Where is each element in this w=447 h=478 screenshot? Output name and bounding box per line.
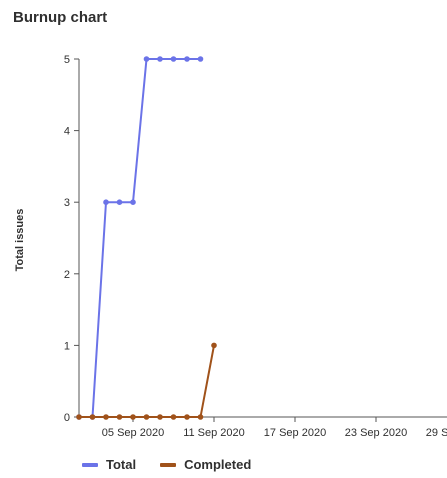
data-point-total bbox=[197, 56, 204, 62]
x-tick-label: 17 Sep 2020 bbox=[264, 427, 326, 439]
y-tick-label: 3 bbox=[64, 197, 70, 209]
y-tick-label: 5 bbox=[64, 54, 70, 66]
data-point-completed bbox=[211, 342, 217, 349]
chart-legend: Total Completed bbox=[82, 457, 251, 472]
y-axis-label: Total issues bbox=[14, 208, 26, 272]
data-point-total bbox=[116, 199, 123, 205]
data-point-total bbox=[103, 199, 109, 205]
x-tick-label: 29 Sep 2020 bbox=[426, 427, 447, 439]
chart-title: Burnup chart bbox=[13, 9, 108, 26]
y-tick-label: 2 bbox=[64, 269, 70, 281]
data-point-completed bbox=[130, 414, 136, 420]
y-tick-label: 1 bbox=[64, 340, 70, 352]
data-point-completed bbox=[170, 414, 177, 420]
data-point-completed bbox=[184, 414, 190, 420]
legend-item-total[interactable]: Total bbox=[82, 457, 136, 472]
data-point-total bbox=[170, 56, 177, 62]
x-tick-label: 05 Sep 2020 bbox=[102, 427, 164, 439]
data-point-completed bbox=[157, 414, 163, 420]
legend-item-completed[interactable]: Completed bbox=[160, 457, 251, 472]
y-tick-label: 0 bbox=[64, 412, 70, 424]
data-point-completed bbox=[103, 414, 109, 420]
data-point-completed bbox=[116, 414, 123, 420]
legend-swatch bbox=[160, 462, 177, 467]
data-point-total bbox=[157, 56, 163, 62]
series-line-total bbox=[79, 58, 201, 418]
data-point-completed bbox=[89, 414, 96, 420]
x-tick-label: 11 Sep 2020 bbox=[183, 427, 245, 439]
legend-swatch bbox=[82, 462, 98, 467]
data-point-total bbox=[143, 56, 150, 62]
y-tick-label: 4 bbox=[64, 126, 70, 138]
data-point-completed bbox=[197, 414, 204, 420]
legend-label: Completed bbox=[184, 457, 252, 472]
legend-label: Total bbox=[106, 457, 137, 472]
data-point-completed bbox=[143, 414, 150, 420]
x-tick-label: 23 Sep 2020 bbox=[345, 427, 407, 439]
data-point-total bbox=[130, 199, 136, 205]
data-point-completed bbox=[76, 414, 82, 420]
data-point-total bbox=[184, 56, 190, 62]
series-line-completed bbox=[79, 345, 215, 418]
